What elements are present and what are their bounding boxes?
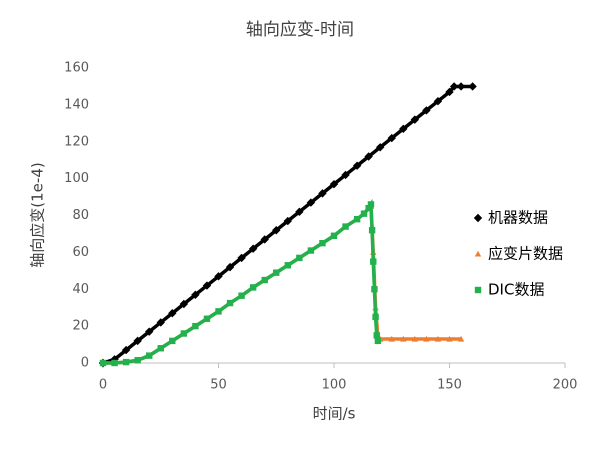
point	[341, 170, 350, 180]
point	[352, 161, 362, 170]
y-tick-label: 80	[72, 208, 89, 223]
chart-title: 轴向应变-时间	[246, 20, 354, 40]
point	[226, 299, 234, 307]
point	[367, 201, 375, 208]
point	[319, 239, 326, 247]
point	[111, 359, 118, 367]
point	[215, 308, 222, 315]
point	[371, 286, 378, 293]
legend-marker	[474, 286, 482, 294]
point	[400, 335, 407, 342]
legend-marker	[473, 213, 483, 223]
point	[370, 258, 377, 265]
point	[365, 204, 372, 212]
point	[156, 318, 165, 327]
point	[411, 335, 419, 342]
point	[168, 309, 177, 318]
legend-label: 应变片数据	[488, 245, 563, 263]
point	[353, 215, 361, 223]
point	[434, 335, 442, 342]
point	[157, 345, 164, 352]
point	[468, 82, 477, 91]
point	[295, 207, 304, 217]
x-tick-label: 0	[99, 378, 107, 393]
x-axis-label: 时间/s	[313, 405, 356, 423]
point	[202, 281, 212, 290]
point	[284, 262, 291, 269]
point	[399, 124, 408, 134]
x-tick-label: 150	[437, 378, 462, 393]
y-axis-label: 轴向应变(1e-4)	[29, 162, 47, 267]
y-tick-label: 140	[64, 97, 89, 112]
point	[145, 327, 154, 336]
y-tick-label: 60	[72, 245, 89, 260]
y-tick-label: 120	[64, 134, 89, 149]
point	[329, 179, 339, 189]
x-tick-label: 200	[553, 378, 578, 393]
y-tick-label: 160	[64, 61, 89, 76]
point	[330, 232, 338, 239]
point	[214, 272, 223, 281]
point	[225, 262, 235, 272]
point	[342, 223, 349, 230]
point	[260, 235, 269, 244]
point	[99, 359, 107, 367]
point	[364, 152, 373, 161]
point	[249, 284, 257, 291]
point	[134, 357, 141, 364]
y-tick-label: 100	[64, 171, 89, 186]
point	[376, 143, 385, 152]
point	[387, 133, 396, 143]
point	[388, 335, 395, 342]
point	[422, 106, 431, 115]
point	[410, 115, 420, 124]
legend-label: 机器数据	[488, 209, 548, 227]
point	[261, 276, 268, 284]
point	[180, 330, 188, 337]
point	[307, 247, 315, 254]
point	[179, 299, 189, 309]
point	[446, 335, 453, 342]
point	[457, 335, 465, 342]
point	[306, 198, 316, 207]
legend-label: DIC数据	[488, 281, 544, 299]
point	[360, 210, 368, 217]
y-tick-label: 20	[72, 319, 89, 334]
y-tick-label: 0	[81, 356, 89, 371]
point	[296, 254, 303, 262]
point	[449, 82, 459, 91]
point	[191, 290, 200, 299]
point	[122, 358, 130, 366]
point	[372, 313, 379, 321]
point	[272, 226, 281, 235]
point	[192, 322, 199, 330]
point	[146, 352, 153, 359]
legend-marker	[474, 250, 482, 257]
point	[237, 253, 246, 263]
x-tick-label: 100	[322, 378, 347, 393]
point	[374, 337, 382, 345]
point	[445, 87, 454, 97]
point	[456, 82, 466, 91]
point	[121, 345, 131, 355]
series-line	[102, 84, 473, 365]
point	[283, 216, 292, 226]
point	[373, 332, 380, 339]
point	[203, 315, 211, 322]
point	[423, 335, 430, 342]
x-tick-label: 50	[210, 378, 227, 393]
point	[433, 96, 443, 106]
point	[248, 244, 258, 253]
point	[318, 189, 327, 198]
point	[238, 292, 245, 299]
point	[273, 269, 280, 276]
point	[368, 227, 376, 234]
y-tick-label: 40	[72, 282, 89, 297]
point	[133, 336, 142, 346]
point	[169, 337, 176, 345]
